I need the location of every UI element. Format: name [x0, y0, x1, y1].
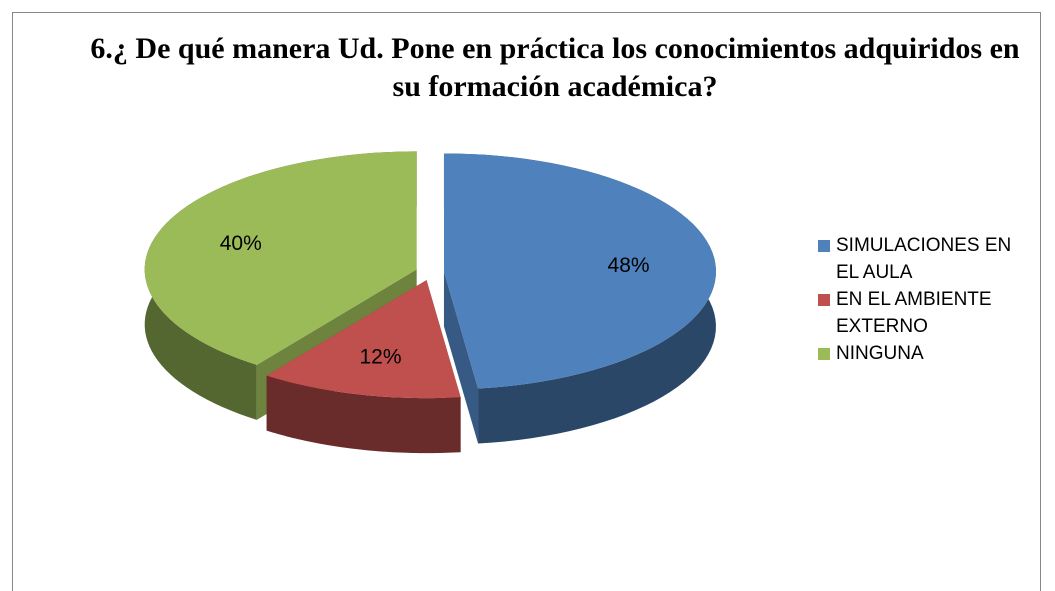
slice — [443, 153, 716, 389]
chart-title: 6.¿ De qué manera Ud. Pone en práctica l… — [90, 32, 1020, 103]
legend-entry: NINGUNA — [818, 340, 1033, 367]
slice — [266, 280, 461, 399]
slice-wall — [443, 271, 479, 444]
legend-entry: EN EL AMBIENTE EXTERNO — [818, 286, 1033, 340]
chart-frame — [12, 12, 1041, 591]
data-label: 40% — [220, 232, 262, 255]
slice — [144, 151, 417, 365]
legend-entry: SIMULACIONES EN EL AULA — [818, 232, 1033, 286]
legend-swatch — [818, 294, 830, 306]
legend-swatch — [818, 348, 830, 360]
legend-label: SIMULACIONES EN EL AULA — [836, 235, 1012, 283]
legend-swatch — [818, 240, 830, 252]
legend-label: EN EL AMBIENTE EXTERNO — [836, 289, 992, 337]
data-label: 48% — [608, 254, 650, 277]
legend: SIMULACIONES EN EL AULA EN EL AMBIENTE EX… — [818, 232, 1033, 367]
slice-side — [266, 375, 461, 454]
legend-label: NINGUNA — [836, 343, 924, 364]
data-label: 12% — [360, 345, 402, 368]
